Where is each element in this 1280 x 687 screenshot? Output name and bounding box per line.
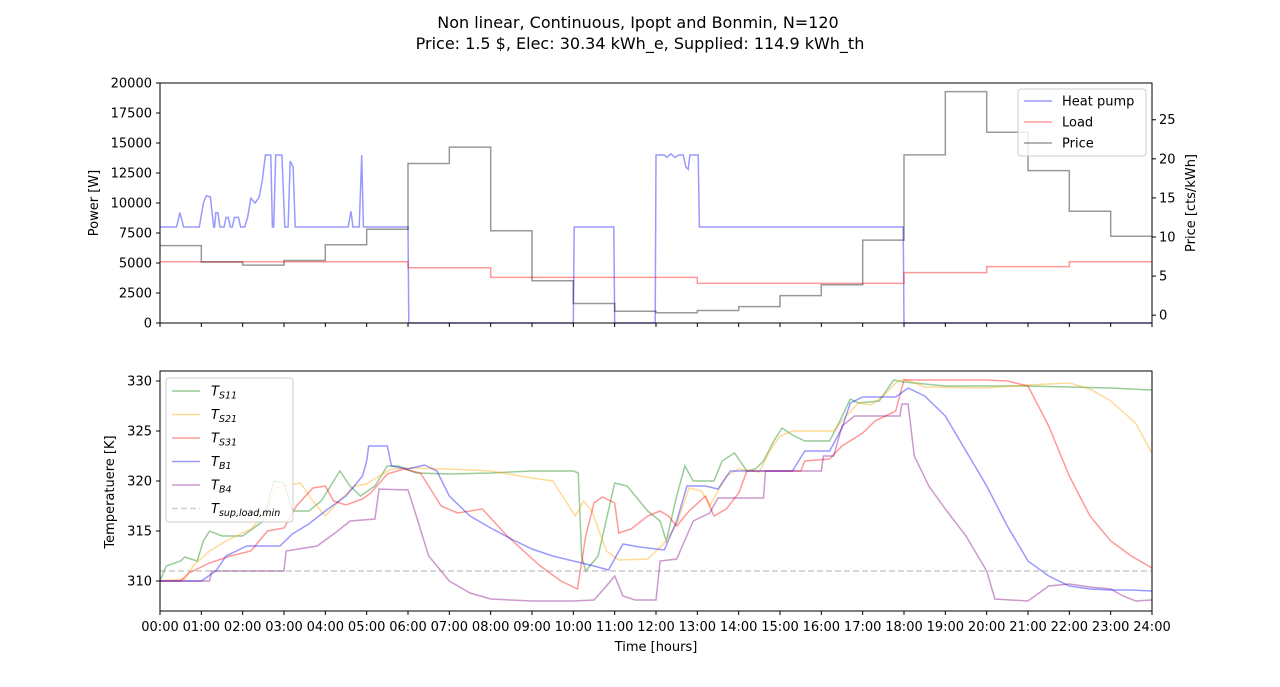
x-tick-label: 09:00 <box>513 620 550 635</box>
y-tick-label: 315 <box>127 525 152 540</box>
y2-tick-label: 15 <box>1159 191 1176 206</box>
x-tick-label: 11:00 <box>596 620 633 635</box>
x-tick-label: 03:00 <box>265 620 302 635</box>
y-tick-label: 320 <box>127 475 152 490</box>
series-line-load <box>160 261 1152 285</box>
legend-label: TB1 <box>211 455 232 472</box>
x-tick-label: 18:00 <box>885 620 922 635</box>
temperature-legend-box <box>165 377 294 523</box>
y-tick-label: 330 <box>127 375 152 390</box>
y-tick-label: 15000 <box>111 137 152 152</box>
power-price-panel: 0 2500 5000 7500 10000 12500 15000 17500 20000 0… <box>87 77 1199 332</box>
series-line-t-b4 <box>160 403 1153 602</box>
x-tick-label: 23:00 <box>1092 620 1129 635</box>
x-axis-label: Time [hours] <box>614 640 698 655</box>
power-price-lines <box>160 90 1152 324</box>
series-line-t-s31 <box>160 379 1153 591</box>
y2-tick-label: 25 <box>1159 113 1176 128</box>
legend-label: TB4 <box>211 479 232 496</box>
legend-label: Heat pump <box>1062 95 1134 110</box>
x-tick-label: 21:00 <box>1009 620 1046 635</box>
y-tick-label: 2500 <box>119 287 152 302</box>
legend-label: TS21 <box>211 408 237 425</box>
y-tick-label: 0 <box>144 317 152 332</box>
y-tick-label: 20000 <box>111 77 152 92</box>
temperature-y-ticks: 310 315 320 325 330 <box>127 375 160 590</box>
y2-tick-label: 10 <box>1159 231 1176 246</box>
series-line-t-s21 <box>159 378 1153 582</box>
series-line-heat-pump <box>160 152 1152 324</box>
x-tick-label: 22:00 <box>1051 620 1088 635</box>
x-tick-label: 15:00 <box>761 620 798 635</box>
x-tick-label: 20:00 <box>968 620 1005 635</box>
price-y-ticks: 0 5 10 15 20 25 <box>1152 113 1176 324</box>
power-legend: Heat pump Load Price <box>1017 88 1147 157</box>
x-tick-label: 02:00 <box>224 620 261 635</box>
legend-label: Load <box>1062 116 1093 131</box>
legend-label: Price <box>1062 137 1094 152</box>
power-y-axis-label: Power [W] <box>87 170 102 236</box>
y-tick-label: 325 <box>127 425 152 440</box>
y2-tick-label: 0 <box>1159 309 1167 324</box>
y-tick-label: 12500 <box>111 167 152 182</box>
figure-title-line2: Price: 1.5 $, Elec: 30.34 kWh_e, Supplie… <box>416 34 865 54</box>
legend-label: TS11 <box>211 385 237 402</box>
x-tick-label: 07:00 <box>431 620 468 635</box>
x-tick-label: 14:00 <box>720 620 757 635</box>
y2-tick-label: 5 <box>1159 270 1167 285</box>
y-tick-label: 7500 <box>119 227 152 242</box>
x-tick-label: 17:00 <box>844 620 881 635</box>
x-tick-label: 10:00 <box>555 620 592 635</box>
y-tick-label: 10000 <box>111 197 152 212</box>
figure-title-line1: Non linear, Continuous, Ipopt and Bonmin… <box>437 13 838 32</box>
y-tick-label: 310 <box>127 575 152 590</box>
temperature-legend: TS11 TS21 TS31 TB1 TB4 Tsup,load,min <box>165 377 294 523</box>
x-tick-label: 05:00 <box>348 620 385 635</box>
series-line-price <box>160 90 1152 314</box>
y-tick-label: 5000 <box>119 257 152 272</box>
x-tick-label: 08:00 <box>472 620 509 635</box>
legend-label: TS31 <box>211 432 237 449</box>
series-line-t-b1 <box>160 387 1153 592</box>
legend-label: Tsup,load,min <box>211 502 280 519</box>
x-tick-label: 00:00 <box>141 620 178 635</box>
power-x-ticks <box>159 323 1153 327</box>
y-tick-label: 17500 <box>111 107 152 122</box>
x-tick-label: 06:00 <box>389 620 426 635</box>
x-tick-label: 16:00 <box>803 620 840 635</box>
temperature-axes-frame <box>159 370 1153 612</box>
power-legend-box <box>1017 88 1147 157</box>
temperature-lines <box>159 378 1153 602</box>
x-tick-label: 01:00 <box>183 620 220 635</box>
x-tick-label: 12:00 <box>637 620 674 635</box>
price-y-axis-label: Price [cts/kWh] <box>1184 154 1199 252</box>
temperature-x-ticks: 00:00 01:00 02:00 03:00 04:00 05:00 06:00 07:00… <box>141 611 1171 635</box>
x-tick-label: 13:00 <box>679 620 716 635</box>
x-tick-label: 04:00 <box>307 620 344 635</box>
y2-tick-label: 20 <box>1159 152 1176 167</box>
temperature-panel: 310 315 320 325 330 00:00 01:00 02:00 03:00 04:0… <box>103 370 1171 655</box>
power-y-ticks: 0 2500 5000 7500 10000 12500 15000 17500 20000 <box>111 77 160 332</box>
temperature-y-axis-label: Temperatuere [K] <box>103 435 118 549</box>
x-tick-label: 24:00 <box>1133 620 1170 635</box>
x-tick-label: 19:00 <box>927 620 964 635</box>
